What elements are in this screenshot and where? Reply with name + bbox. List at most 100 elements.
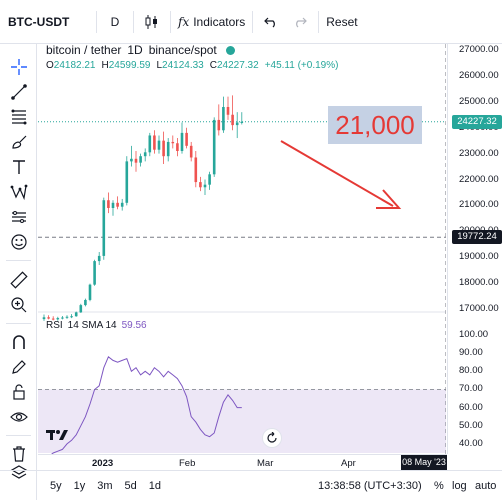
rsi-tick: 90.00: [459, 347, 483, 359]
low-value: 24124.33: [162, 60, 204, 71]
high-value: 24599.59: [108, 60, 151, 71]
candle-body: [231, 114, 234, 126]
rsi-band: [38, 389, 446, 453]
fib-tool[interactable]: [6, 106, 31, 128]
emoji-icon: [10, 234, 27, 250]
object-tree-button[interactable]: [6, 462, 31, 484]
crosshair-icon: [10, 59, 27, 75]
interval-button[interactable]: D: [110, 14, 120, 29]
price-tick: 17000.00: [459, 303, 499, 314]
trash-icon: [12, 446, 25, 462]
range-1d-button[interactable]: 1d: [148, 479, 162, 492]
price-chart[interactable]: [38, 44, 446, 454]
candle-body: [102, 200, 106, 256]
rsi-params: 14 SMA 14: [67, 320, 117, 331]
zoom-tool[interactable]: [6, 294, 31, 316]
symbol-legend: bitcoin / tether 1D binance/spot: [46, 43, 235, 57]
candle-body: [93, 261, 96, 285]
ruler-icon: [9, 271, 28, 289]
range-3m-button[interactable]: 3m: [97, 479, 113, 492]
candle-body: [226, 106, 230, 115]
lock-tool[interactable]: [6, 381, 31, 403]
candle-body: [222, 106, 225, 131]
prediction-icon: [11, 211, 26, 223]
candle-body: [203, 184, 207, 188]
open-value: 24182.21: [53, 60, 96, 71]
close-label: C: [209, 60, 217, 71]
pattern-icon: [10, 184, 27, 201]
candle-body: [180, 132, 184, 152]
rsi-legend: RSI 14 SMA 14 59.56: [46, 320, 147, 331]
symbol-search-button[interactable]: BTC-USDT: [8, 14, 70, 29]
candle-body: [42, 317, 46, 320]
percent-toggle[interactable]: %: [434, 479, 444, 492]
hide-tool[interactable]: [6, 406, 31, 428]
undo-button[interactable]: [253, 0, 289, 44]
price-tick: 25000.00: [459, 95, 499, 107]
candle-body: [139, 156, 142, 163]
crosshair-tool[interactable]: [6, 56, 31, 78]
refresh-icon: [267, 432, 277, 443]
annotation-label[interactable]: 21,000: [328, 106, 422, 144]
rsi-tick: 70.00: [459, 383, 483, 395]
tradingview-logo[interactable]: [46, 428, 68, 442]
range-1y-button[interactable]: 1y: [73, 479, 86, 492]
layers-icon: [10, 465, 27, 479]
rsi-name: RSI: [46, 320, 63, 331]
pattern-tool[interactable]: [6, 181, 31, 203]
magnet-icon: [12, 335, 25, 349]
candle-body: [51, 318, 55, 320]
legend-exchange: binance/spot: [148, 43, 217, 57]
price-tick: 27000.00: [459, 44, 499, 55]
candle-body: [88, 284, 92, 300]
log-toggle[interactable]: log: [452, 479, 467, 492]
emoji-tool[interactable]: [6, 231, 31, 253]
price-tick: 26000.00: [459, 69, 499, 81]
range-5y-button[interactable]: 5y: [50, 479, 62, 492]
auto-toggle[interactable]: auto: [475, 479, 497, 492]
text-tool[interactable]: [6, 156, 31, 178]
bottom-toolbar: 5y 1y 3m 5d 1d 13:38:58 (UTC+3:30) % log…: [0, 470, 502, 500]
text-icon: [12, 160, 25, 174]
range-5d-button[interactable]: 5d: [124, 479, 137, 492]
divider: [6, 323, 31, 324]
candles-icon: [141, 11, 163, 33]
redo-button[interactable]: [289, 0, 318, 44]
candle-body: [56, 318, 60, 320]
price-scale[interactable]: 27000.0026000.0025000.0024000.0023000.00…: [447, 44, 502, 454]
market-status-icon: [225, 45, 235, 55]
remove-tool[interactable]: [6, 443, 31, 465]
candle-body: [199, 182, 202, 188]
price-tick: 18000.00: [459, 277, 499, 289]
candle-body: [217, 119, 221, 131]
reset-button[interactable]: Reset: [326, 14, 358, 29]
candle-body: [61, 317, 64, 319]
chart-type-button[interactable]: [134, 0, 170, 44]
clock[interactable]: 13:38:58 (UTC+3:30): [318, 479, 422, 492]
lock-icon: [12, 384, 25, 400]
rsi-tick: 50.00: [459, 419, 483, 431]
change-value: +45.11 (+0.19%): [264, 60, 339, 71]
candle-body: [171, 141, 175, 144]
candle-body: [111, 202, 115, 208]
fibonacci-icon: [11, 109, 26, 125]
brush-tool[interactable]: [6, 131, 31, 153]
candle-body: [212, 119, 216, 175]
arrow-line: [280, 140, 394, 207]
undo-icon: [260, 11, 282, 33]
magnet-tool[interactable]: [6, 331, 31, 353]
reset-chart-button[interactable]: [262, 428, 282, 448]
trendline-tool[interactable]: [6, 81, 31, 103]
candle-body: [162, 140, 165, 157]
close-value: 24227.32: [216, 60, 259, 71]
prediction-tool[interactable]: [6, 206, 31, 228]
rsi-value: 59.56: [121, 320, 147, 331]
divider: [96, 10, 97, 33]
ruler-tool[interactable]: [6, 269, 31, 291]
price-tick: 21000.00: [459, 199, 499, 211]
divider: [170, 10, 171, 33]
indicators-button[interactable]: fx Indicators: [171, 0, 252, 44]
time-axis[interactable]: 08 May '23 2023 Feb Mar Apr: [38, 454, 447, 470]
stay-drawing-tool[interactable]: [6, 356, 31, 378]
open-label: O: [46, 60, 54, 71]
